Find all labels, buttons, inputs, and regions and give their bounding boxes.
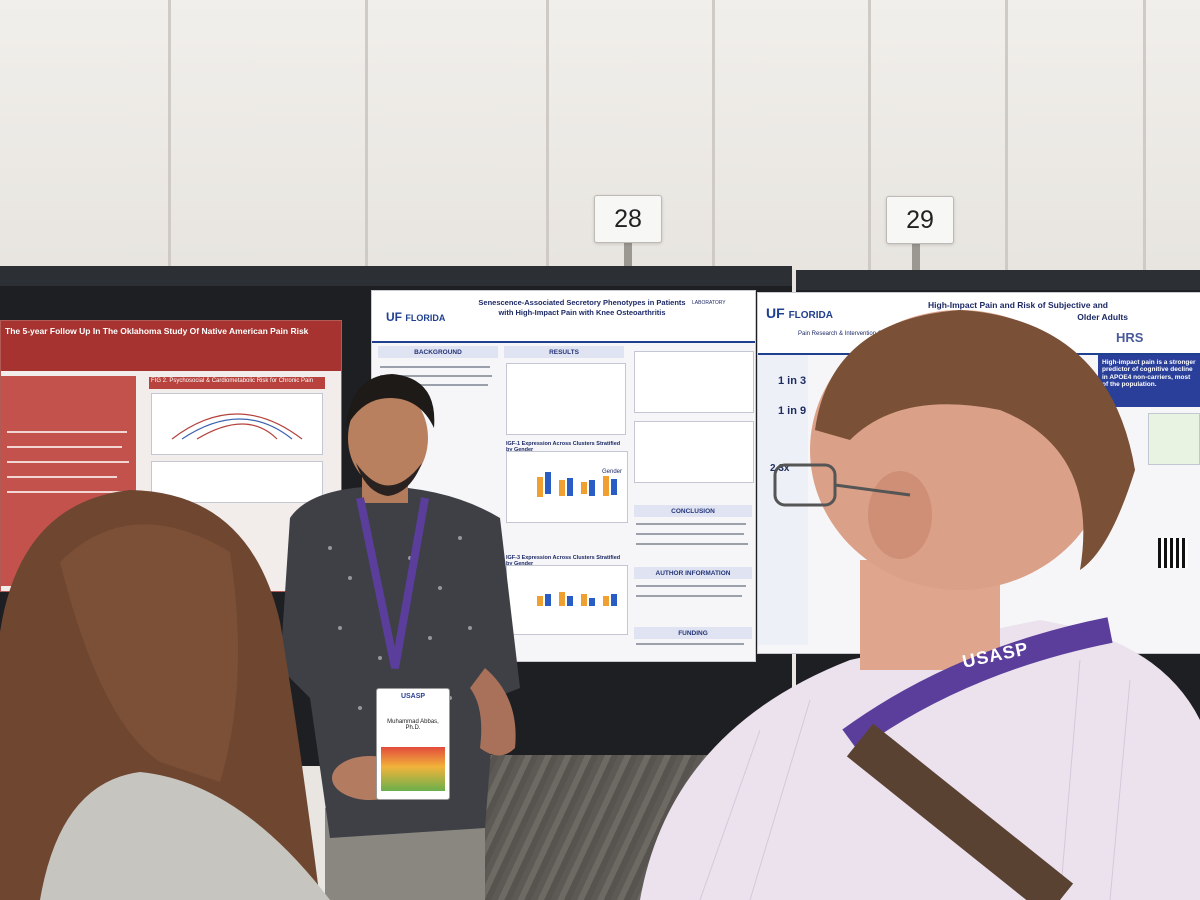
figure-label: FIG 2. Psychosocial & Cardiometabolic Ri… [151, 378, 314, 384]
attendee-woman [0, 482, 350, 900]
figure-table [151, 461, 323, 503]
right-figure [1148, 413, 1200, 465]
section-author-info: AUTHOR INFORMATION [634, 567, 752, 579]
wall-seam [868, 0, 871, 290]
card-clip [624, 240, 632, 272]
presenter-figure [280, 374, 520, 900]
section-conclusion: CONCLUSION [634, 505, 752, 517]
chart1-title: IGF-1 Expression Across Clusters Stratif… [506, 441, 621, 453]
figure-header [149, 377, 325, 389]
wall-seam [1143, 0, 1146, 290]
section-results: RESULTS [504, 346, 624, 358]
wall-seam [365, 0, 368, 290]
results-table [506, 363, 626, 435]
poster-title-1: High-Impact Pain and Risk of Subjective … [928, 300, 1108, 310]
legend-title: Gender [602, 469, 623, 475]
badge-ribbon [381, 747, 445, 791]
uf-logo: UF FLORIDA [386, 310, 446, 325]
text-line [636, 585, 746, 587]
poster-header-band [1, 321, 341, 371]
poster-number: 28 [614, 204, 642, 233]
text-line [380, 366, 490, 368]
text-line [7, 491, 127, 493]
poster-title: The 5-year Follow Up In The Oklahoma Stu… [5, 326, 309, 336]
wall-seam [712, 0, 715, 290]
hrs-logo: HRS [1116, 330, 1144, 345]
name-badge: USASP Muhammad Abbas, Ph.D. [376, 688, 450, 800]
wall-seam [546, 0, 549, 290]
poster-title-1: Senescence-Associated Secretory Phenotyp… [478, 298, 686, 307]
wall-seam [1005, 0, 1008, 290]
man-figure [640, 310, 1200, 900]
section-funding: FUNDING [634, 627, 752, 639]
uf-logo: UF FLORIDA [766, 305, 833, 322]
arc-diagram [171, 413, 303, 440]
stat-column [758, 355, 808, 645]
poster-number-card: 29 [886, 196, 954, 244]
text-line [380, 384, 488, 386]
figure-diagram [151, 393, 323, 455]
card-clip [912, 242, 920, 274]
wall [0, 0, 1200, 290]
wall-seam [168, 0, 171, 290]
woman-figure [0, 490, 330, 900]
poster-number-card: 28 [594, 195, 662, 243]
text-line [7, 446, 122, 448]
florida-word: FLORIDA [405, 313, 446, 323]
boxplot-svg [537, 592, 617, 606]
callout-text: High-impact pain is a stronger predictor… [1102, 359, 1196, 389]
logo-subtitle: Pain Research & Intervention Center of E… [798, 331, 934, 337]
presenter: USASP Muhammad Abbas, Ph.D. [270, 368, 540, 900]
board-top-rail [0, 266, 792, 286]
text-line [636, 543, 748, 545]
boxplot-chart-2 [506, 565, 628, 635]
stat-2-3x: 2.3x [770, 463, 790, 474]
poster-title-2: Older Adults [1077, 312, 1128, 322]
lab-logo: LABORATORY [692, 300, 726, 306]
text-line [636, 595, 742, 597]
qr-code-icon [1158, 538, 1188, 568]
stat-1-in-3: 1 in 3 [778, 375, 807, 387]
poster-header [372, 291, 755, 343]
badge-name: Muhammad Abbas, Ph.D. [387, 719, 439, 731]
chart2-title: IGF-3 Expression Across Clusters Stratif… [506, 555, 621, 567]
text-line [7, 431, 127, 433]
text-line [636, 523, 746, 525]
poster-number: 29 [906, 205, 934, 234]
stat-1-in-9: 1 in 9 [778, 405, 807, 417]
boxplot-svg [537, 472, 617, 497]
poster-title-2: with High-Impact Pain with Knee Osteoart… [498, 308, 666, 317]
uf-letters: UF [766, 305, 785, 321]
uf-letters: UF [386, 310, 402, 324]
attendee-man: USASP [640, 300, 1200, 900]
text-line [380, 375, 492, 377]
board-top-rail [796, 270, 1200, 290]
line-charts-bottom [634, 421, 754, 483]
line-charts-top [634, 351, 754, 413]
boxplot-chart-1 [506, 451, 628, 523]
florida-word: FLORIDA [788, 310, 834, 321]
text-line [7, 476, 117, 478]
callout-box [1098, 355, 1200, 407]
badge-org: USASP [400, 693, 426, 700]
text-line [636, 643, 744, 645]
text-line [7, 461, 129, 463]
section-background: BACKGROUND [378, 346, 498, 358]
text-line [636, 533, 744, 535]
